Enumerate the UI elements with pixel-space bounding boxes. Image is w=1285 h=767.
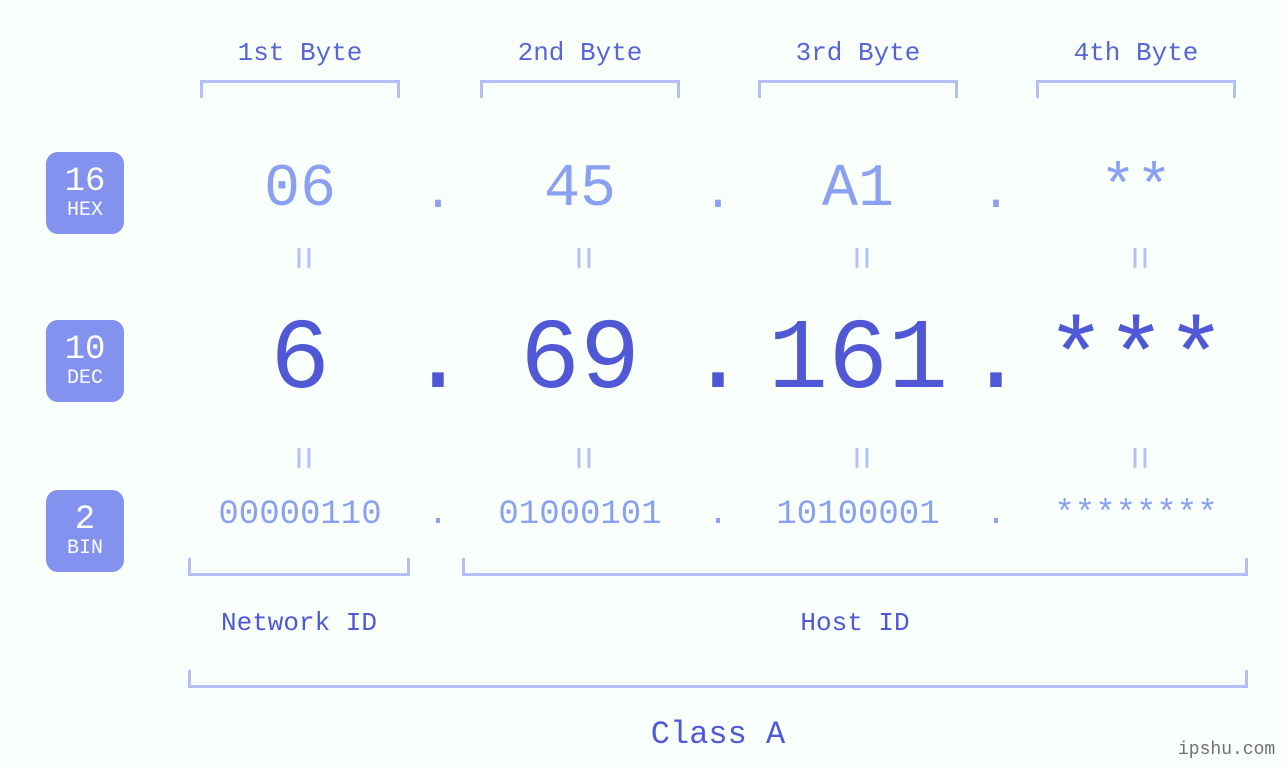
class-bracket bbox=[188, 670, 1248, 688]
eq-hex-dec-3: = bbox=[838, 246, 878, 270]
network-bracket bbox=[188, 558, 410, 576]
badge-dec: 10 DEC bbox=[46, 320, 124, 402]
class-label: Class A bbox=[651, 716, 785, 753]
badge-hex: 16 HEX bbox=[46, 152, 124, 234]
badge-bin-num: 2 bbox=[75, 503, 95, 537]
hex-dot-3: . bbox=[981, 170, 1011, 220]
badge-dec-num: 10 bbox=[65, 333, 106, 367]
hex-dot-1: . bbox=[423, 170, 453, 220]
dec-byte-4: *** bbox=[1046, 312, 1226, 412]
network-id-label: Network ID bbox=[221, 608, 377, 638]
dec-byte-2: 69 bbox=[520, 312, 640, 412]
bin-dot-1: . bbox=[428, 498, 448, 532]
byte-label-2: 2nd Byte bbox=[518, 38, 643, 68]
eq-hex-dec-1: = bbox=[280, 246, 320, 270]
bin-byte-1: 00000110 bbox=[218, 498, 381, 532]
badge-hex-num: 16 bbox=[65, 165, 106, 199]
bin-byte-2: 01000101 bbox=[498, 498, 661, 532]
hex-byte-3: A1 bbox=[822, 160, 894, 220]
bin-byte-4: ******** bbox=[1054, 498, 1217, 532]
top-bracket-2 bbox=[480, 80, 680, 98]
byte-label-3: 3rd Byte bbox=[796, 38, 921, 68]
badge-dec-label: DEC bbox=[67, 369, 103, 389]
badge-bin-label: BIN bbox=[67, 539, 103, 559]
hex-byte-4: ** bbox=[1100, 160, 1172, 220]
dec-dot-1: . bbox=[408, 312, 468, 412]
eq-hex-dec-2: = bbox=[560, 246, 600, 270]
badge-hex-label: HEX bbox=[67, 201, 103, 221]
bin-dot-2: . bbox=[708, 498, 728, 532]
byte-label-4: 4th Byte bbox=[1074, 38, 1199, 68]
top-bracket-4 bbox=[1036, 80, 1236, 98]
bin-byte-3: 10100001 bbox=[776, 498, 939, 532]
eq-dec-bin-3: = bbox=[838, 446, 878, 470]
top-bracket-3 bbox=[758, 80, 958, 98]
dec-byte-3: 161 bbox=[768, 312, 948, 412]
hex-byte-2: 45 bbox=[544, 160, 616, 220]
credit-text: ipshu.com bbox=[1178, 740, 1275, 760]
dec-byte-1: 6 bbox=[270, 312, 330, 412]
badge-bin: 2 BIN bbox=[46, 490, 124, 572]
eq-hex-dec-4: = bbox=[1116, 246, 1156, 270]
top-bracket-1 bbox=[200, 80, 400, 98]
eq-dec-bin-4: = bbox=[1116, 446, 1156, 470]
hex-dot-2: . bbox=[703, 170, 733, 220]
host-bracket bbox=[462, 558, 1248, 576]
hex-byte-1: 06 bbox=[264, 160, 336, 220]
host-id-label: Host ID bbox=[800, 608, 909, 638]
dec-dot-2: . bbox=[688, 312, 748, 412]
byte-label-1: 1st Byte bbox=[238, 38, 363, 68]
eq-dec-bin-1: = bbox=[280, 446, 320, 470]
bin-dot-3: . bbox=[986, 498, 1006, 532]
dec-dot-3: . bbox=[966, 312, 1026, 412]
eq-dec-bin-2: = bbox=[560, 446, 600, 470]
